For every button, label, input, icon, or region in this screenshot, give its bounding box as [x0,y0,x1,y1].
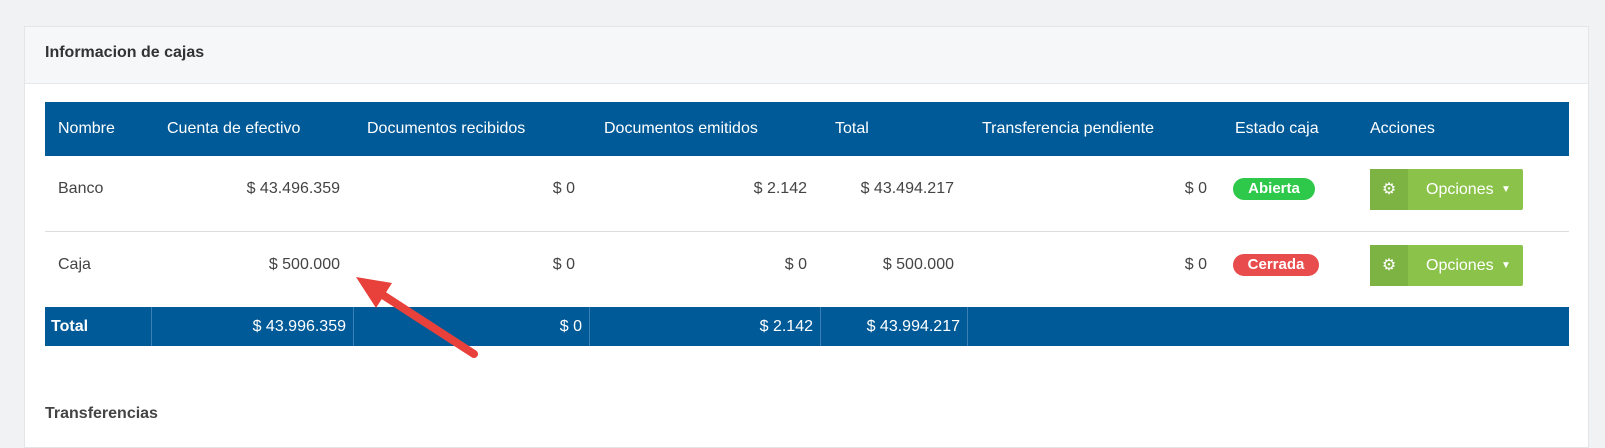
cell: Caja [58,256,91,273]
options-button[interactable]: ⚙ Opciones ▼ [1370,245,1523,286]
total-separator [151,307,152,346]
column-header: Documentos recibidos [367,120,526,137]
column-header: Cuenta de efectivo [167,120,301,137]
cell: $ 500.000 [268,256,340,273]
cell: Banco [58,180,104,197]
cell: $ 43.494.217 [860,180,954,197]
total-separator [967,307,968,346]
column-header: Total [835,120,869,137]
total-separator [820,307,821,346]
button-label: Opciones [1426,257,1494,274]
total-cell: $ 2.142 [759,318,813,335]
panel-title: Informacion de cajas [45,44,205,61]
column-header: Transferencia pendiente [982,120,1154,137]
total-separator [353,307,354,346]
column-header: Acciones [1370,120,1435,137]
cell: $ 0 [1184,180,1207,197]
total-separator [589,307,590,346]
column-header: Estado caja [1235,120,1319,137]
button-label: Opciones [1426,181,1494,198]
cell: $ 0 [552,256,575,273]
annotation-arrow [356,277,478,358]
panel [24,26,1589,448]
total-row [45,307,1569,346]
cell: $ 500.000 [882,256,954,273]
cell: $ 0 [552,180,575,197]
cell: $ 0 [1184,256,1207,273]
gear-icon: ⚙ [1370,245,1408,286]
cell: $ 0 [784,256,807,273]
status-badge: Cerrada [1233,254,1319,276]
panel-header [24,26,1589,84]
total-label: Total [51,318,89,335]
row-divider [45,231,1569,232]
cell: $ 2.142 [753,180,807,197]
options-button[interactable]: ⚙ Opciones ▼ [1370,169,1523,210]
column-header: Documentos emitidos [604,120,758,137]
status-badge: Abierta [1233,178,1315,200]
section-title: Transferencias [45,405,158,422]
total-cell: $ 0 [559,318,582,335]
gear-icon: ⚙ [1370,169,1408,210]
table-header [45,102,1569,156]
caret: ▼ [1501,184,1511,195]
total-cell: $ 43.996.359 [252,318,346,335]
column-header: Nombre [58,120,115,137]
caret: ▼ [1501,260,1511,271]
page: Informacion de cajas Transferencias Nomb… [24,26,1589,448]
cell: $ 43.496.359 [246,180,340,197]
total-cell: $ 43.994.217 [866,318,960,335]
